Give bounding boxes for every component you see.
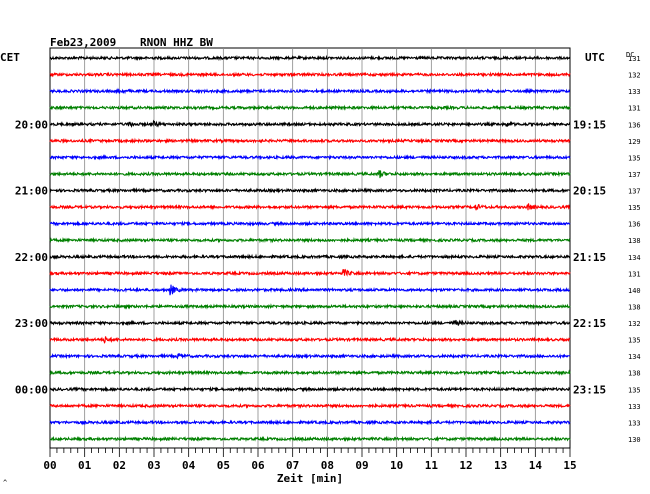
grid-lines (84, 48, 536, 448)
x-tick-label: 01 (78, 459, 92, 472)
dc-value: 133 (628, 403, 641, 411)
seismic-traces (49, 54, 571, 443)
dc-value: 135 (628, 154, 641, 162)
trace-row-4 (49, 119, 571, 128)
dc-value: 138 (628, 303, 641, 311)
x-tick-label: 05 (217, 459, 230, 472)
x-axis-label: Zeit [min] (277, 472, 343, 485)
x-tick-label: 06 (251, 459, 265, 472)
trace-row-18 (49, 352, 571, 360)
trace-row-12 (49, 253, 571, 261)
dc-value: 137 (628, 188, 641, 196)
trace-row-3 (49, 104, 571, 111)
right-hour-label: 20:15 (573, 185, 606, 198)
dc-value: 135 (628, 337, 641, 345)
trace-row-6 (49, 154, 571, 161)
trace-row-1 (49, 71, 571, 78)
x-tick-label: 11 (425, 459, 439, 472)
dc-value: 131 (628, 270, 641, 278)
x-tick-label: 09 (355, 459, 368, 472)
trace-row-17 (49, 336, 571, 344)
x-tick-label: 14 (529, 459, 543, 472)
right-hour-label: 22:15 (573, 317, 606, 330)
dc-value: 131 (628, 55, 641, 63)
right-hour-label: 19:15 (573, 118, 606, 131)
x-tick-label: 08 (321, 459, 334, 472)
row-labels: 20:00 21:00 22:00 23:00 00:00 19:15 20:15 21:15… (15, 55, 641, 444)
dc-value: 135 (628, 386, 641, 394)
dc-value: 133 (628, 419, 641, 427)
trace-row-16 (49, 319, 571, 327)
x-tick-label: 13 (494, 459, 507, 472)
dc-value: 134 (628, 353, 641, 361)
x-tick-label: 03 (147, 459, 160, 472)
trace-row-19 (49, 369, 571, 376)
dc-value: 135 (628, 204, 641, 212)
left-hour-label: 22:00 (15, 251, 48, 264)
left-hour-label: 21:00 (15, 185, 48, 198)
right-timezone-label: UTC (585, 51, 605, 64)
dc-value: 138 (628, 370, 641, 378)
dc-value: 130 (628, 436, 641, 444)
trace-row-20 (49, 385, 571, 393)
dc-value: 136 (628, 221, 641, 229)
left-timezone-label: CET (0, 51, 20, 64)
dc-value: 134 (628, 254, 641, 262)
trace-row-13 (49, 268, 571, 277)
plot-frame (49, 47, 571, 449)
trace-row-21 (49, 402, 571, 410)
trace-row-23 (49, 435, 571, 443)
dc-header-label: DC (626, 51, 634, 59)
left-hour-label: 20:00 (15, 118, 48, 131)
dc-value: 133 (628, 88, 641, 96)
left-hour-label: 00:00 (15, 383, 48, 396)
trace-row-15 (49, 303, 571, 310)
x-tick-label: 15 (563, 459, 576, 472)
dc-value: 132 (628, 320, 641, 328)
dc-value: 129 (628, 138, 641, 146)
x-tick-label: 12 (459, 459, 472, 472)
trace-row-9 (49, 203, 571, 211)
x-tick-label: 04 (182, 459, 196, 472)
trace-row-2 (49, 87, 571, 95)
dc-value: 137 (628, 171, 641, 179)
trace-row-11 (49, 236, 571, 244)
trace-row-14 (49, 284, 571, 296)
dc-value: 140 (628, 287, 641, 295)
dc-value: 131 (628, 105, 641, 113)
x-tick-label: 07 (286, 459, 299, 472)
trace-row-7 (49, 169, 571, 179)
x-axis: 00 01 02 03 04 05 06 07 08 09 10 11 12 13 14 15 (43, 448, 577, 472)
station-label: RNON HHZ BW (140, 36, 213, 49)
right-hour-label: 23:15 (573, 383, 606, 396)
corner-mark: ^ (3, 479, 7, 487)
trace-row-0 (49, 54, 571, 62)
date-label: Feb23,2009 (50, 36, 116, 49)
trace-row-10 (49, 220, 571, 227)
dc-value: 132 (628, 72, 641, 80)
dc-value: 138 (628, 237, 641, 245)
left-hour-label: 23:00 (15, 317, 48, 330)
right-hour-label: 21:15 (573, 251, 606, 264)
trace-row-22 (49, 419, 571, 426)
x-tick-label: 10 (390, 459, 403, 472)
x-tick-label: 00 (43, 459, 56, 472)
dc-value: 136 (628, 121, 641, 129)
trace-row-8 (49, 187, 571, 194)
trace-row-5 (49, 137, 571, 145)
x-tick-label: 02 (113, 459, 126, 472)
